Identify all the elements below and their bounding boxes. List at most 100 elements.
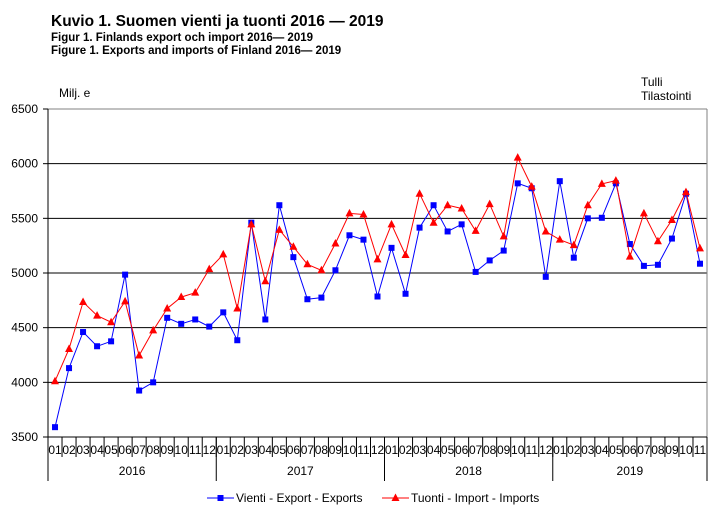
data-point-square xyxy=(332,267,339,274)
x-tick-label: 05 xyxy=(273,443,287,457)
x-tick-label: 10 xyxy=(679,443,693,457)
data-point-triangle xyxy=(345,208,354,217)
data-point-triangle xyxy=(401,250,410,258)
data-point-square xyxy=(108,338,115,345)
chart-subtitle-swedish: Figur 1. Finlands export och import 2016… xyxy=(51,32,314,44)
data-point-square xyxy=(402,290,409,297)
data-point-triangle xyxy=(219,249,228,258)
data-point-square xyxy=(570,254,577,261)
data-point-triangle xyxy=(555,235,564,243)
data-point-triangle xyxy=(289,242,298,250)
legend-marker-triangle xyxy=(391,493,400,501)
x-tick-label: 07 xyxy=(637,443,651,457)
data-point-triangle xyxy=(135,351,144,359)
data-point-triangle xyxy=(191,288,200,296)
data-point-square xyxy=(192,316,199,323)
data-point-triangle xyxy=(51,376,60,385)
data-point-triangle xyxy=(177,292,186,301)
x-tick-label: 08 xyxy=(483,443,497,457)
data-point-triangle xyxy=(65,344,74,352)
data-point-triangle xyxy=(107,317,116,326)
x-tick-label: 10 xyxy=(511,443,525,457)
source-line-1: Tulli xyxy=(641,75,663,89)
data-point-triangle xyxy=(597,179,606,187)
data-point-triangle xyxy=(303,259,312,268)
data-point-triangle xyxy=(317,265,326,274)
data-point-square xyxy=(626,241,633,248)
data-point-triangle xyxy=(429,218,438,226)
series-line xyxy=(54,156,701,382)
x-tick-label: 02 xyxy=(567,443,581,457)
x-tick-label: 01 xyxy=(553,443,567,457)
data-point-triangle xyxy=(387,219,396,228)
legend-label: Tuonti - Import - Imports xyxy=(411,491,539,505)
data-point-square xyxy=(80,329,87,336)
chart-title: Kuvio 1. Suomen vienti ja tuonti 2016 — … xyxy=(51,13,384,30)
x-tick-label: 01 xyxy=(385,443,399,457)
year-label: 2016 xyxy=(119,464,146,478)
x-tick-label: 12 xyxy=(539,443,553,457)
gridlines xyxy=(48,163,707,383)
data-point-square xyxy=(178,320,185,327)
x-tick-label: 01 xyxy=(217,443,231,457)
series-imports xyxy=(51,153,704,385)
data-point-square xyxy=(374,293,381,300)
data-point-triangle xyxy=(163,304,172,312)
data-point-square xyxy=(556,178,563,185)
legend-item-exports: Vienti - Export - Exports xyxy=(207,491,363,505)
data-point-square xyxy=(584,215,591,222)
source-label: Tulli Tilastointi xyxy=(641,75,691,103)
data-point-square xyxy=(122,271,129,278)
x-tick-label: 09 xyxy=(497,443,511,457)
x-tick-label: 07 xyxy=(132,443,146,457)
data-point-square xyxy=(220,309,227,316)
y-tick-label: 6500 xyxy=(11,102,38,116)
data-point-square xyxy=(164,314,171,321)
y-tick-label: 5000 xyxy=(11,266,38,280)
data-point-triangle xyxy=(275,225,284,233)
data-point-triangle xyxy=(261,276,270,285)
data-point-square xyxy=(304,296,311,303)
data-point-square xyxy=(388,244,395,251)
data-point-square xyxy=(458,221,465,228)
x-tick-label: 12 xyxy=(203,443,217,457)
x-tick-label: 02 xyxy=(62,443,76,457)
data-point-square xyxy=(500,247,507,254)
data-point-triangle xyxy=(373,254,382,263)
data-point-triangle xyxy=(443,200,452,209)
x-tick-label: 09 xyxy=(329,443,343,457)
legend: Vienti - Export - Exports Tuonti - Import… xyxy=(207,491,539,505)
x-tick-label: 06 xyxy=(287,443,301,457)
data-point-triangle xyxy=(583,200,592,209)
x-tick-label: 06 xyxy=(623,443,637,457)
x-tick-label: 03 xyxy=(581,443,595,457)
data-point-square xyxy=(472,268,479,275)
data-point-square xyxy=(150,379,157,386)
data-point-square xyxy=(136,387,143,394)
data-point-triangle xyxy=(625,252,634,260)
data-point-square xyxy=(94,343,101,350)
data-point-square xyxy=(416,224,423,231)
x-tick-label: 06 xyxy=(455,443,469,457)
data-point-triangle xyxy=(93,311,102,319)
legend-label: Vienti - Export - Exports xyxy=(236,491,363,505)
legend-item-imports: Tuonti - Import - Imports xyxy=(382,491,539,505)
data-point-triangle xyxy=(499,231,508,240)
source-line-2: Tilastointi xyxy=(641,89,692,103)
data-point-triangle xyxy=(653,236,662,245)
x-tick-label: 12 xyxy=(371,443,385,457)
x-tick-label: 11 xyxy=(694,443,707,457)
data-point-square xyxy=(360,236,367,243)
x-tick-label: 09 xyxy=(161,443,175,457)
x-tick-label: 08 xyxy=(146,443,160,457)
x-tick-label: 10 xyxy=(343,443,357,457)
x-tick-label: 04 xyxy=(90,443,104,457)
x-tick-label: 02 xyxy=(231,443,245,457)
x-tick-label: 05 xyxy=(609,443,623,457)
data-point-square xyxy=(696,260,703,267)
data-point-square xyxy=(668,235,675,242)
x-tick-label: 08 xyxy=(651,443,665,457)
x-tick-label: 05 xyxy=(104,443,118,457)
data-point-triangle xyxy=(205,264,214,273)
data-point-triangle xyxy=(471,226,480,234)
